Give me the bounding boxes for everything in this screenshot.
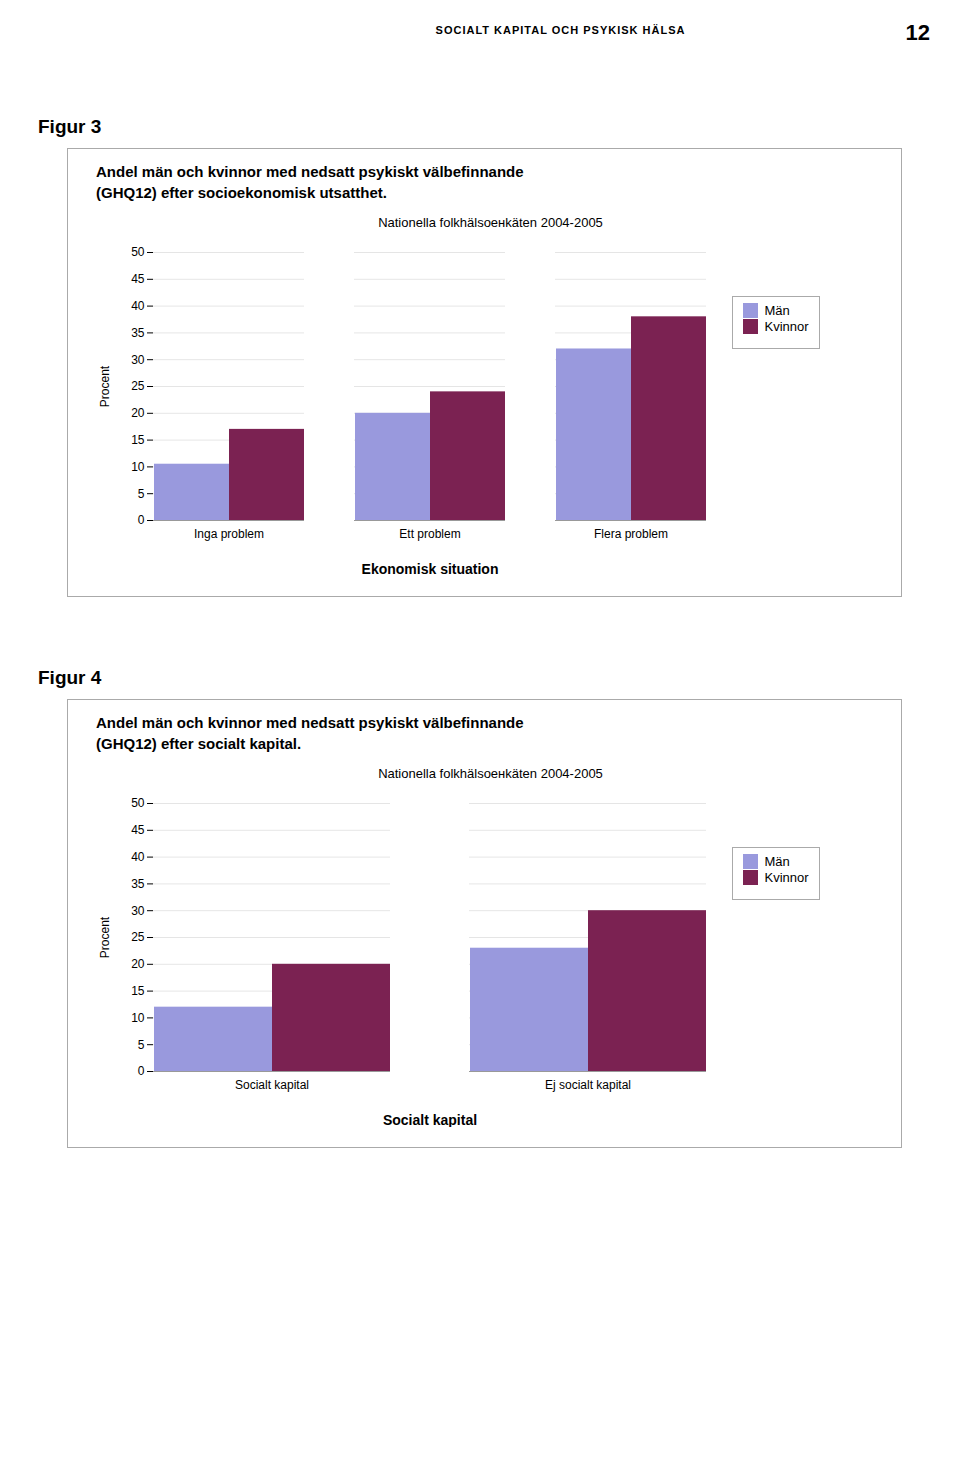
html-text:Figur 4: Figur 4 — [38, 667, 102, 688]
html-text:Män: Män — [764, 854, 790, 869]
svg-text:15: 15 — [131, 984, 145, 998]
svg-text:35: 35 — [131, 326, 145, 340]
svg-text:5: 5 — [138, 487, 145, 501]
html-text:Kvinnor: Kvinnor — [764, 319, 809, 334]
svg-text:0: 0 — [138, 513, 145, 527]
svg-text:45: 45 — [131, 823, 145, 837]
html-text:Andel män och kvinnor med neds: Andel män och kvinnor med nedsatt psykis… — [96, 163, 524, 180]
html-text:12: 12 — [905, 20, 930, 45]
svg-text:30: 30 — [131, 353, 145, 367]
svg-text:Ett problem: Ett problem — [399, 527, 460, 541]
svg-text:Ej socialt kapital: Ej socialt kapital — [545, 1078, 631, 1092]
svg-text:25: 25 — [131, 930, 145, 944]
svg-text:35: 35 — [131, 877, 145, 891]
svg-text:40: 40 — [131, 299, 145, 313]
svg-text:Ekonomisk situation: Ekonomisk situation — [362, 561, 499, 577]
svg-text:15: 15 — [131, 433, 145, 447]
svg-text:20: 20 — [131, 406, 145, 420]
svg-text:50: 50 — [131, 245, 145, 259]
svg-text:Procent: Procent — [98, 365, 112, 407]
svg-text:Socialt kapital: Socialt kapital — [383, 1112, 477, 1128]
html-text:(GHQ12) efter socioekonomisk u: (GHQ12) efter socioekonomisk utsatthet. — [96, 184, 387, 201]
svg-text:0: 0 — [138, 1064, 145, 1078]
svg-text:25: 25 — [131, 379, 145, 393]
html-text:Andel män och kvinnor med neds: Andel män och kvinnor med nedsatt psykis… — [96, 714, 524, 731]
svg-text:10: 10 — [131, 460, 145, 474]
html-text:Figur 3: Figur 3 — [38, 116, 102, 137]
svg-text:Procent: Procent — [98, 916, 112, 958]
html-text:(GHQ12) efter socialt kapital.: (GHQ12) efter socialt kapital. — [96, 735, 302, 752]
svg-text:40: 40 — [131, 850, 145, 864]
svg-text:Inga problem: Inga problem — [194, 527, 264, 541]
svg-text:10: 10 — [131, 1011, 145, 1025]
svg-text:45: 45 — [131, 272, 145, 286]
svg-text:Flera problem: Flera problem — [594, 527, 668, 541]
html-text:Nationella folkhälsoенkäten 20: Nationella folkhälsoенkäten 2004-2005 — [378, 766, 603, 781]
svg-text:30: 30 — [131, 904, 145, 918]
svg-text:5: 5 — [138, 1038, 145, 1052]
html-text:Män: Män — [764, 303, 790, 318]
html-text:Nationella folkhälsoенkäten 20: Nationella folkhälsoенkäten 2004-2005 — [378, 215, 603, 230]
svg-text:Socialt kapital: Socialt kapital — [235, 1078, 309, 1092]
svg-text:20: 20 — [131, 957, 145, 971]
svg-text:50: 50 — [131, 796, 145, 810]
html-text:SOCIALT KAPITAL OCH PSYKISK HÄ: SOCIALT KAPITAL OCH PSYKISK HÄLSA — [435, 24, 686, 36]
html-text:Kvinnor: Kvinnor — [764, 870, 809, 885]
